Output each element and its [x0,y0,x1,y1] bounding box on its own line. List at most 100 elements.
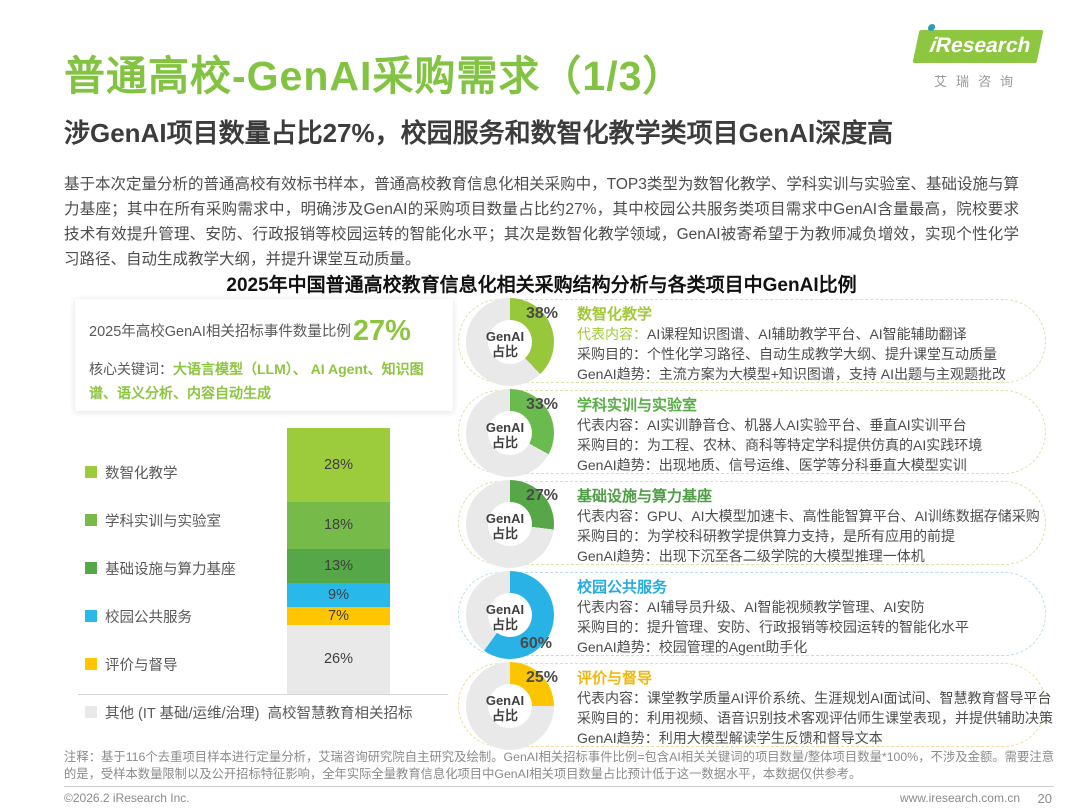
iresearch-logo: iResearch 艾瑞咨询 [908,24,1048,90]
bar-segment: 18% [287,501,390,549]
donut-percent: 25% [525,669,558,686]
category-cards: GenAI 占比 38% 数智化教学 代表内容：AI课程知识图谱、AI辅助教学平台… [458,298,1053,754]
line-text: 利用大模型解读学生反馈和督导文本 [658,730,883,746]
card-line: GenAI趋势：主流方案为大模型+知识图谱，支持 AI出题与主观题批改 [577,364,1037,384]
legend-item: 校园公共服务 [85,592,285,640]
line-label: 代表内容： [577,417,647,433]
website-url: www.iresearch.com.cn [899,791,1020,805]
donut-center-line1: GenAI [485,511,525,526]
donut-hole [488,684,532,728]
donut-percent: 60% [519,635,552,652]
line-label: 采购目的： [577,346,647,362]
legend-swatch [85,514,97,526]
card-subject-training: GenAI 占比 33% 学科实训与实验室 代表内容：AI实训静音仓、机器人AI实… [458,389,1046,477]
intro-paragraph: 基于本次定量分析的普通高校有效标书样本，普通高校教育信息化相关采购中，TOP3类… [64,176,1019,268]
line-label: 采购目的： [577,528,647,544]
card-line: GenAI趋势：校园管理的Agent助手化 [577,637,1037,657]
legend-swatch [85,466,97,478]
legend-label: 其他 (IT 基础/运维/治理) [105,705,260,722]
page-title: 普通高校-GenAI采购需求（1/3） [64,53,685,99]
legend-item: 基础设施与算力基座 [85,544,285,592]
line-label: GenAI趋势： [577,457,659,473]
line-text: 为学校科研教学提供算力支持，是所有应用的前提 [647,528,955,544]
card-title: 基础设施与算力基座 [577,488,713,505]
line-label: GenAI趋势： [577,548,659,564]
card-infrastructure: GenAI 占比 27% 基础设施与算力基座 代表内容：GPU、AI大模型加速卡、… [458,480,1046,568]
donut-chart: GenAI 占比 60% [466,571,554,659]
line-text: 校园管理的Agent助手化 [658,639,808,655]
donut-center-label: GenAI 占比 [461,482,549,570]
donut-hole [488,411,532,455]
line-text: 课堂教学质量AI评价系统、生涯规划AI面试间、智慧教育督导平台 [647,690,1052,706]
donut-center-line1: GenAI [485,329,525,344]
legend-item: 评价与督导 [85,640,285,688]
donut-chart: GenAI 占比 38% [466,298,558,386]
line-label: 代表内容： [577,326,647,342]
line-text: 个性化学习路径、自动生成教学大纲、提升课堂互动质量 [647,346,997,362]
card-line: 采购目的：个性化学习路径、自动生成教学大纲、提升课堂互动质量 [577,344,1037,364]
legend-swatch [85,610,97,622]
card-digital-teaching: GenAI 占比 38% 数智化教学 代表内容：AI课程知识图谱、AI辅助教学平台… [458,298,1046,386]
donut-center-label: GenAI 占比 [461,573,549,661]
legend-item: 学科实训与实验室 [85,496,285,544]
card-line: 采购目的：为工程、农林、商科等特定学科提供仿真的AI实践环境 [577,435,1037,455]
line-text: 为工程、农林、商科等特定学科提供仿真的AI实践环境 [647,437,983,453]
card-title: 数智化教学 [577,306,653,323]
bar-chart-legend: 数智化教学 学科实训与实验室 基础设施与算力基座 校园公共服务 评价与督导 其他… [85,448,285,736]
donut-percent: 33% [525,396,558,413]
copyright: ©2026.2 iResearch Inc. [64,791,190,805]
line-label: GenAI趋势： [577,730,659,746]
card-line: 代表内容：AI辅导员升级、AI智能视频教学管理、AI安防 [577,597,1037,617]
donut-percent: 27% [525,487,558,504]
line-text: 出现下沉至各二级学院的大模型推理一体机 [658,548,925,564]
info-box-label: 2025年高校GenAI相关招标事件数量比例27% [89,315,439,348]
card-text: 评价与督导 代表内容：课堂教学质量AI评价系统、生涯规划AI面试间、智慧教育督导… [577,669,1053,748]
x-axis-line [78,694,448,695]
line-label: 采购目的： [577,619,647,635]
footer-divider [64,786,1054,787]
genai-share-info-box: 2025年高校GenAI相关招标事件数量比例27% 核心关键词：大语言模型（LL… [75,299,453,411]
bar-segment-value: 9% [328,586,349,603]
line-text: 出现地质、信号运维、医学等分科垂直大模型实训 [658,457,967,473]
stacked-bar: 28% 18% 13% 9% 7% 26% [287,428,390,694]
info-box-keywords: 核心关键词：大语言模型（LLM）、 AI Agent、知识图谱、语义分析、内容自… [89,357,439,405]
line-text: AI课程知识图谱、AI辅助教学平台、AI智能辅助翻译 [647,326,967,342]
legend-item: 其他 (IT 基础/运维/治理) [85,688,285,736]
keywords-label: 核心关键词： [89,361,173,377]
bar-segment: 9% [287,583,390,607]
donut-center-line1: GenAI [485,602,525,617]
legend-item: 数智化教学 [85,448,285,496]
card-title: 校园公共服务 [577,579,668,596]
card-line: 采购目的：利用视频、语音识别技术客观评估师生课堂表现，并提供辅助决策 [577,708,1053,728]
line-label: 采购目的： [577,437,647,453]
legend-label: 评价与督导 [105,657,178,674]
donut-center-line1: GenAI [485,420,525,435]
donut-percent: 38% [525,305,558,322]
card-text: 数智化教学 代表内容：AI课程知识图谱、AI辅助教学平台、AI智能辅助翻译 采购… [577,305,1037,384]
legend-label: 校园公共服务 [105,609,192,626]
donut-center-line2: 占比 [491,708,518,723]
line-label: 采购目的： [577,710,647,726]
legend-label: 基础设施与算力基座 [105,561,236,578]
bar-segment: 13% [287,548,390,584]
bar-segment-value: 7% [328,608,349,624]
logo-i-dot-icon [927,24,936,31]
line-label: 代表内容： [577,508,647,524]
card-line: 采购目的：为学校科研教学提供算力支持，是所有应用的前提 [577,526,1037,546]
donut-hole [488,502,532,546]
line-text: AI实训静音仓、机器人AI实验平台、垂直AI实训平台 [647,417,967,433]
logo-brand: Research [933,34,1033,57]
bar-segment: 28% [287,428,390,502]
donut-hole [488,593,532,637]
line-text: 提升管理、安防、行政报销等校园运转的智能化水平 [647,619,969,635]
card-title: 评价与督导 [577,670,653,687]
page-number: 20 [1037,791,1052,806]
logo-chinese-name: 艾瑞咨询 [933,74,1022,89]
bar-segment: 7% [287,606,390,626]
card-title: 学科实训与实验室 [577,397,698,414]
bar-segment-value: 18% [323,517,354,534]
line-text: AI辅导员升级、AI智能视频教学管理、AI安防 [647,599,925,615]
line-text: GPU、AI大模型加速卡、高性能智算平台、AI训练数据存储采购 [647,508,1040,524]
bar-segment-value: 26% [323,651,354,668]
card-line: 代表内容：课堂教学质量AI评价系统、生涯规划AI面试间、智慧教育督导平台 [577,688,1051,708]
